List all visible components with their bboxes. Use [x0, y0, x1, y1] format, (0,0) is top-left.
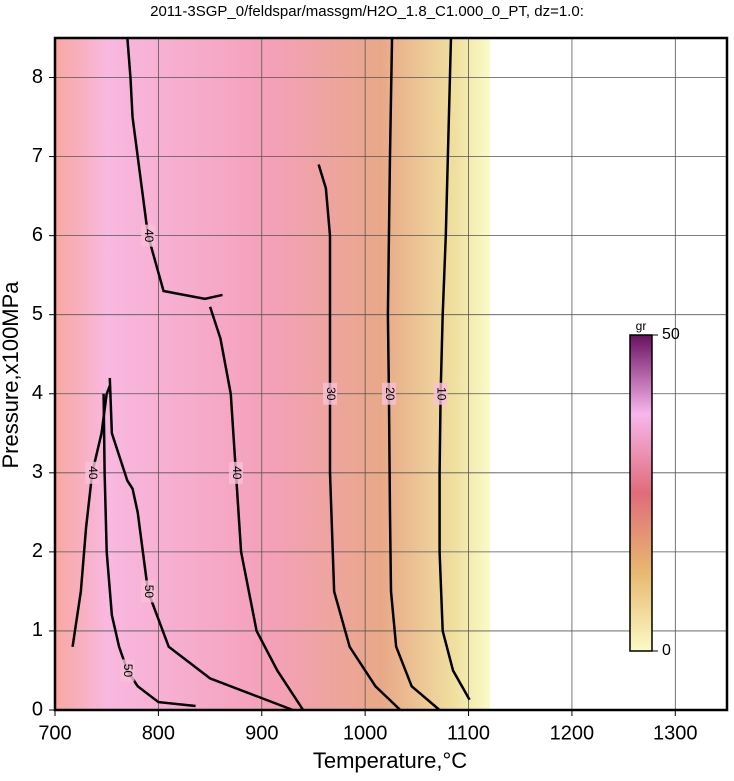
- contour-label-bg: [141, 224, 156, 247]
- contour-label: 50: [121, 664, 135, 678]
- colorbar-tick-label: 50: [662, 326, 680, 343]
- x-tick-label: 1200: [550, 722, 595, 744]
- contour-line: [317, 164, 402, 711]
- y-tick-label: 1: [32, 619, 43, 641]
- x-tick-label: 900: [245, 722, 278, 744]
- contour-label: 10: [434, 387, 448, 401]
- field-fill: [55, 38, 490, 710]
- y-tick-label: 6: [32, 224, 43, 246]
- contour-label-bg: [381, 382, 396, 405]
- contour-label: 50: [142, 585, 156, 599]
- contour-label: 40: [230, 466, 244, 480]
- y-tick-label: 4: [32, 382, 43, 404]
- plot-frame: [53, 36, 729, 712]
- y-axis-label: Pressure,x100MPa: [0, 281, 23, 469]
- contour-label: 40: [86, 466, 100, 480]
- contour-line: [386, 37, 441, 711]
- x-tick-label: 800: [142, 722, 175, 744]
- contour-label-bg: [120, 659, 135, 682]
- colorbar-label: gr: [636, 319, 647, 333]
- chart-title: 2011-3SGP_0/feldspar/massgm/H2O_1.8_C1.0…: [150, 3, 584, 20]
- contour-line: [438, 37, 471, 701]
- y-tick-label: 3: [32, 461, 43, 483]
- contour-line: [126, 37, 223, 301]
- contour-label: 30: [324, 387, 338, 401]
- contour-label-bg: [433, 382, 448, 405]
- y-tick-label: 5: [32, 303, 43, 325]
- contour-label-bg: [85, 461, 100, 484]
- contour-label-bg: [323, 382, 338, 405]
- y-tick-label: 8: [32, 66, 43, 88]
- contour-label-bg: [228, 461, 243, 484]
- colorbar-tick-label: 0: [662, 642, 671, 659]
- x-tick-label: 1000: [343, 722, 388, 744]
- contour-line: [208, 306, 305, 711]
- contour-line: [102, 393, 196, 708]
- x-tick-label: 1100: [447, 722, 490, 744]
- x-tick-label: 1300: [653, 722, 698, 744]
- contour-line: [108, 377, 294, 712]
- y-tick-label: 7: [32, 145, 43, 167]
- contour-label: 40: [142, 229, 156, 243]
- y-tick-label: 2: [32, 540, 43, 562]
- y-tick-label: 0: [32, 698, 43, 720]
- contour-label: 20: [383, 387, 397, 401]
- colorbar: [629, 334, 653, 652]
- x-axis-label: Temperature,°C: [313, 748, 467, 773]
- x-tick-label: 700: [38, 722, 71, 744]
- contour-label-bg: [141, 580, 156, 603]
